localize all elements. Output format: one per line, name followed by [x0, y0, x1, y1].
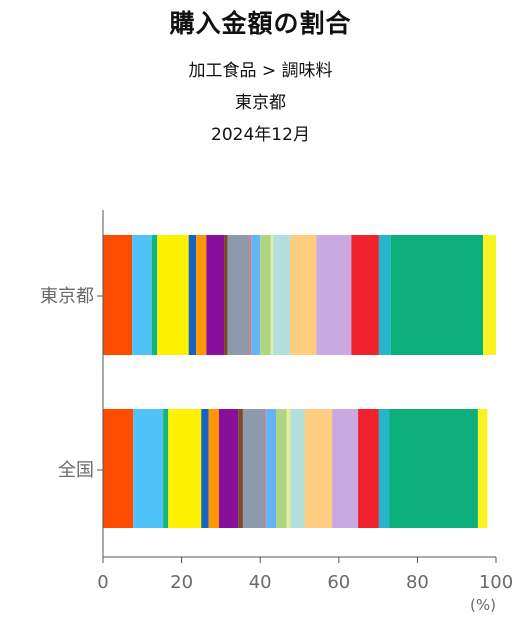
bar-segment-1-20 [483, 235, 496, 355]
chart-subtitle-period: 2024年12月 [211, 125, 310, 145]
bar-segment-2-13 [286, 409, 291, 528]
x-axis-unit-label: (%) [470, 596, 496, 614]
bar-segment-2-10 [265, 409, 267, 528]
bar-segment-2-20 [477, 409, 488, 528]
bar-segments [103, 235, 496, 528]
category-label: 全国 [58, 460, 94, 481]
bar-segment-2-12 [276, 409, 287, 528]
chart-title: 購入金額の割合 [169, 9, 352, 38]
chart-subtitle-category: 加工食品 > 調味料 [188, 61, 333, 81]
x-tick-label: 100 [479, 572, 513, 593]
bar-segment-1-16 [316, 235, 352, 355]
bar-segment-1-9 [227, 235, 250, 355]
x-tick-label: 20 [170, 572, 193, 593]
chart-subtitle-region: 東京都 [235, 93, 286, 113]
bar-segment-2-7 [218, 409, 239, 528]
bar-segment-2-19 [389, 409, 478, 528]
bar-segment-2-14 [290, 409, 305, 528]
bar-segment-2-2 [133, 409, 164, 528]
bar-segment-2-17 [358, 409, 379, 528]
bar-segment-2-3 [163, 409, 169, 528]
bar-segment-1-5 [188, 235, 197, 355]
bar-segment-1-12 [260, 235, 271, 355]
bar-segment-1-15 [290, 235, 317, 355]
bar-segment-1-13 [270, 235, 274, 355]
bar-segment-1-14 [273, 235, 291, 355]
x-axis-ticks: 0 20 40 60 80 100 [97, 557, 513, 593]
x-tick-label: 40 [249, 572, 272, 593]
bar-segment-1-4 [157, 235, 189, 355]
bar-segment-1-18 [378, 235, 391, 355]
bar-segment-2-5 [201, 409, 209, 528]
bar-segment-2-4 [168, 409, 202, 528]
bar-segment-2-18 [378, 409, 390, 528]
category-label: 東京都 [40, 286, 94, 307]
bar-segment-1-2 [132, 235, 152, 355]
bar-segment-2-16 [332, 409, 359, 528]
x-tick-label: 80 [406, 572, 429, 593]
bar-segment-2-8 [238, 409, 243, 528]
bar-segment-2-9 [242, 409, 266, 528]
bar-segment-1-6 [196, 235, 207, 355]
bar-segment-2-11 [266, 409, 277, 528]
x-tick-label: 60 [327, 572, 350, 593]
bar-segment-2-6 [208, 409, 219, 528]
bar-segment-1-1 [103, 235, 133, 355]
x-tick-label: 0 [97, 572, 108, 593]
bar-segment-1-7 [206, 235, 225, 355]
bar-segment-1-11 [251, 235, 261, 355]
bar-segment-1-19 [390, 235, 484, 355]
bar-segment-1-3 [151, 235, 158, 355]
bar-segment-1-17 [351, 235, 379, 355]
bar-segment-1-8 [224, 235, 228, 355]
bar-segment-1-10 [249, 235, 252, 355]
bar-segment-2-15 [304, 409, 333, 528]
bar-segment-2-1 [103, 409, 134, 528]
